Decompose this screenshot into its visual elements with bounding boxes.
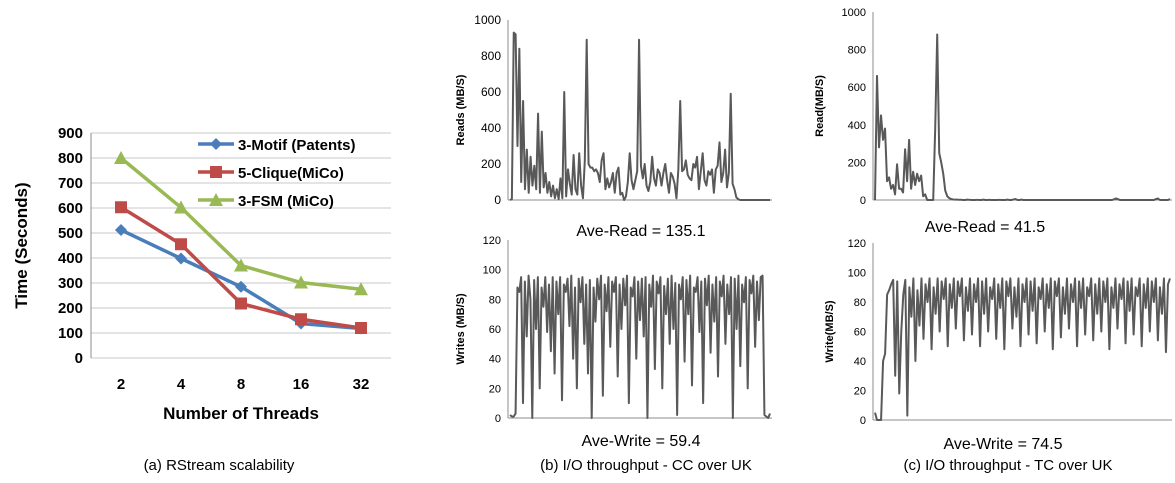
y-axis-title: Write(MB/S) [824,300,836,362]
y-tick-label: 800 [58,150,83,167]
x-tick-label: 32 [353,376,370,393]
legend-label: 5-Clique(MiCo) [238,165,344,182]
y-tick-label: 400 [481,121,501,135]
caption-b: (b) I/O throughput - CC over UK [540,457,752,474]
annotation-ave-write-tc: Ave-Write = 74.5 [943,436,1062,453]
caption-a: (a) RStream scalability [144,457,295,474]
data-point [210,166,222,178]
x-tick-label: 16 [293,376,310,393]
y-tick-label: 0 [495,413,501,425]
cc-reads-chart: 0 200 400 600 800 1000 Reads (MB/S) [455,13,772,207]
data-point [355,322,367,334]
series-line [874,33,1171,201]
data-point [175,252,187,265]
y-tick-label: 0 [494,193,501,207]
annotation-ave-read-cc: Ave-Read = 135.1 [576,223,705,240]
y-tick-label: 200 [58,300,83,317]
y-tick-label: 40 [489,354,501,366]
data-point [235,280,247,293]
y-tick-label: 0 [75,350,83,367]
annotation-ave-write-cc: Ave-Write = 59.4 [581,433,700,450]
x-tick-label: 8 [237,376,245,393]
y-tick-label: 400 [848,120,866,132]
data-point [114,151,128,164]
y-tick-label: 700 [58,175,83,192]
y-axis-title: Reads (MB/S) [455,74,467,145]
y-tick-label: 300 [58,275,83,292]
data-point [210,138,222,150]
y-tick-label: 900 [58,125,83,142]
y-axis-title: Read(MB/S) [814,75,826,137]
tc-writes-chart: 0 20 40 60 80 100 120 Write(MB/S) [824,238,1172,427]
y-axis-title: Time (Seconds) [12,182,31,308]
y-tick-label: 40 [854,356,866,368]
series-line [509,274,771,419]
cc-writes-chart: 0 20 40 60 80 100 120 Writes (MB/S) [455,235,772,425]
y-tick-label: 80 [854,297,866,309]
y-tick-label: 500 [58,225,83,242]
data-point [295,313,307,326]
y-tick-label: 20 [489,383,501,395]
y-tick-label: 100 [58,325,83,342]
y-tick-label: 100 [483,265,501,277]
data-point [294,275,308,289]
data-point [235,297,247,310]
y-tick-label: 100 [848,268,866,280]
y-tick-label: 120 [848,238,866,250]
y-tick-label: 400 [58,250,83,267]
y-tick-label: 60 [854,327,866,339]
data-point [209,193,223,206]
y-tick-label: 120 [483,235,501,247]
legend-label: 3-Motif (Patents) [238,137,356,154]
series-line [509,31,770,201]
y-tick-label: 200 [848,157,866,169]
data-point [175,238,187,251]
legend-label: 3-FSM (MiCo) [238,193,334,210]
data-point [115,201,127,214]
y-tick-label: 800 [848,45,866,57]
y-tick-label: 200 [481,157,501,171]
x-tick-label: 2 [117,376,125,393]
series-line [874,277,1171,421]
data-point [174,200,188,214]
caption-c: (c) I/O throughput - TC over UK [904,457,1113,474]
tc-reads-chart: 0 200 400 600 800 1000 Read(MB/S) [814,7,1172,207]
data-point [115,224,127,236]
y-axis-title: Writes (MB/S) [455,293,467,365]
y-tick-label: 600 [58,200,83,217]
y-tick-label: 1000 [474,13,501,27]
y-tick-label: 0 [860,195,866,207]
y-tick-label: 60 [489,324,501,336]
series-line [120,228,362,331]
x-axis-title: Number of Threads [163,404,319,423]
y-tick-label: 600 [481,85,501,99]
y-tick-label: 600 [848,82,866,94]
data-point [354,282,368,296]
x-tick-label: 4 [177,376,186,393]
scalability-chart: 0 100 200 300 400 500 600 700 800 900 2 4 8 16 32 Numbe… [12,125,391,423]
y-tick-label: 80 [489,294,501,306]
data-point [234,258,248,272]
y-tick-label: 1000 [842,7,866,19]
y-tick-label: 800 [481,49,501,63]
y-tick-label: 20 [854,386,866,398]
annotation-ave-read-tc: Ave-Read = 41.5 [925,219,1045,236]
y-tick-label: 0 [860,415,866,427]
